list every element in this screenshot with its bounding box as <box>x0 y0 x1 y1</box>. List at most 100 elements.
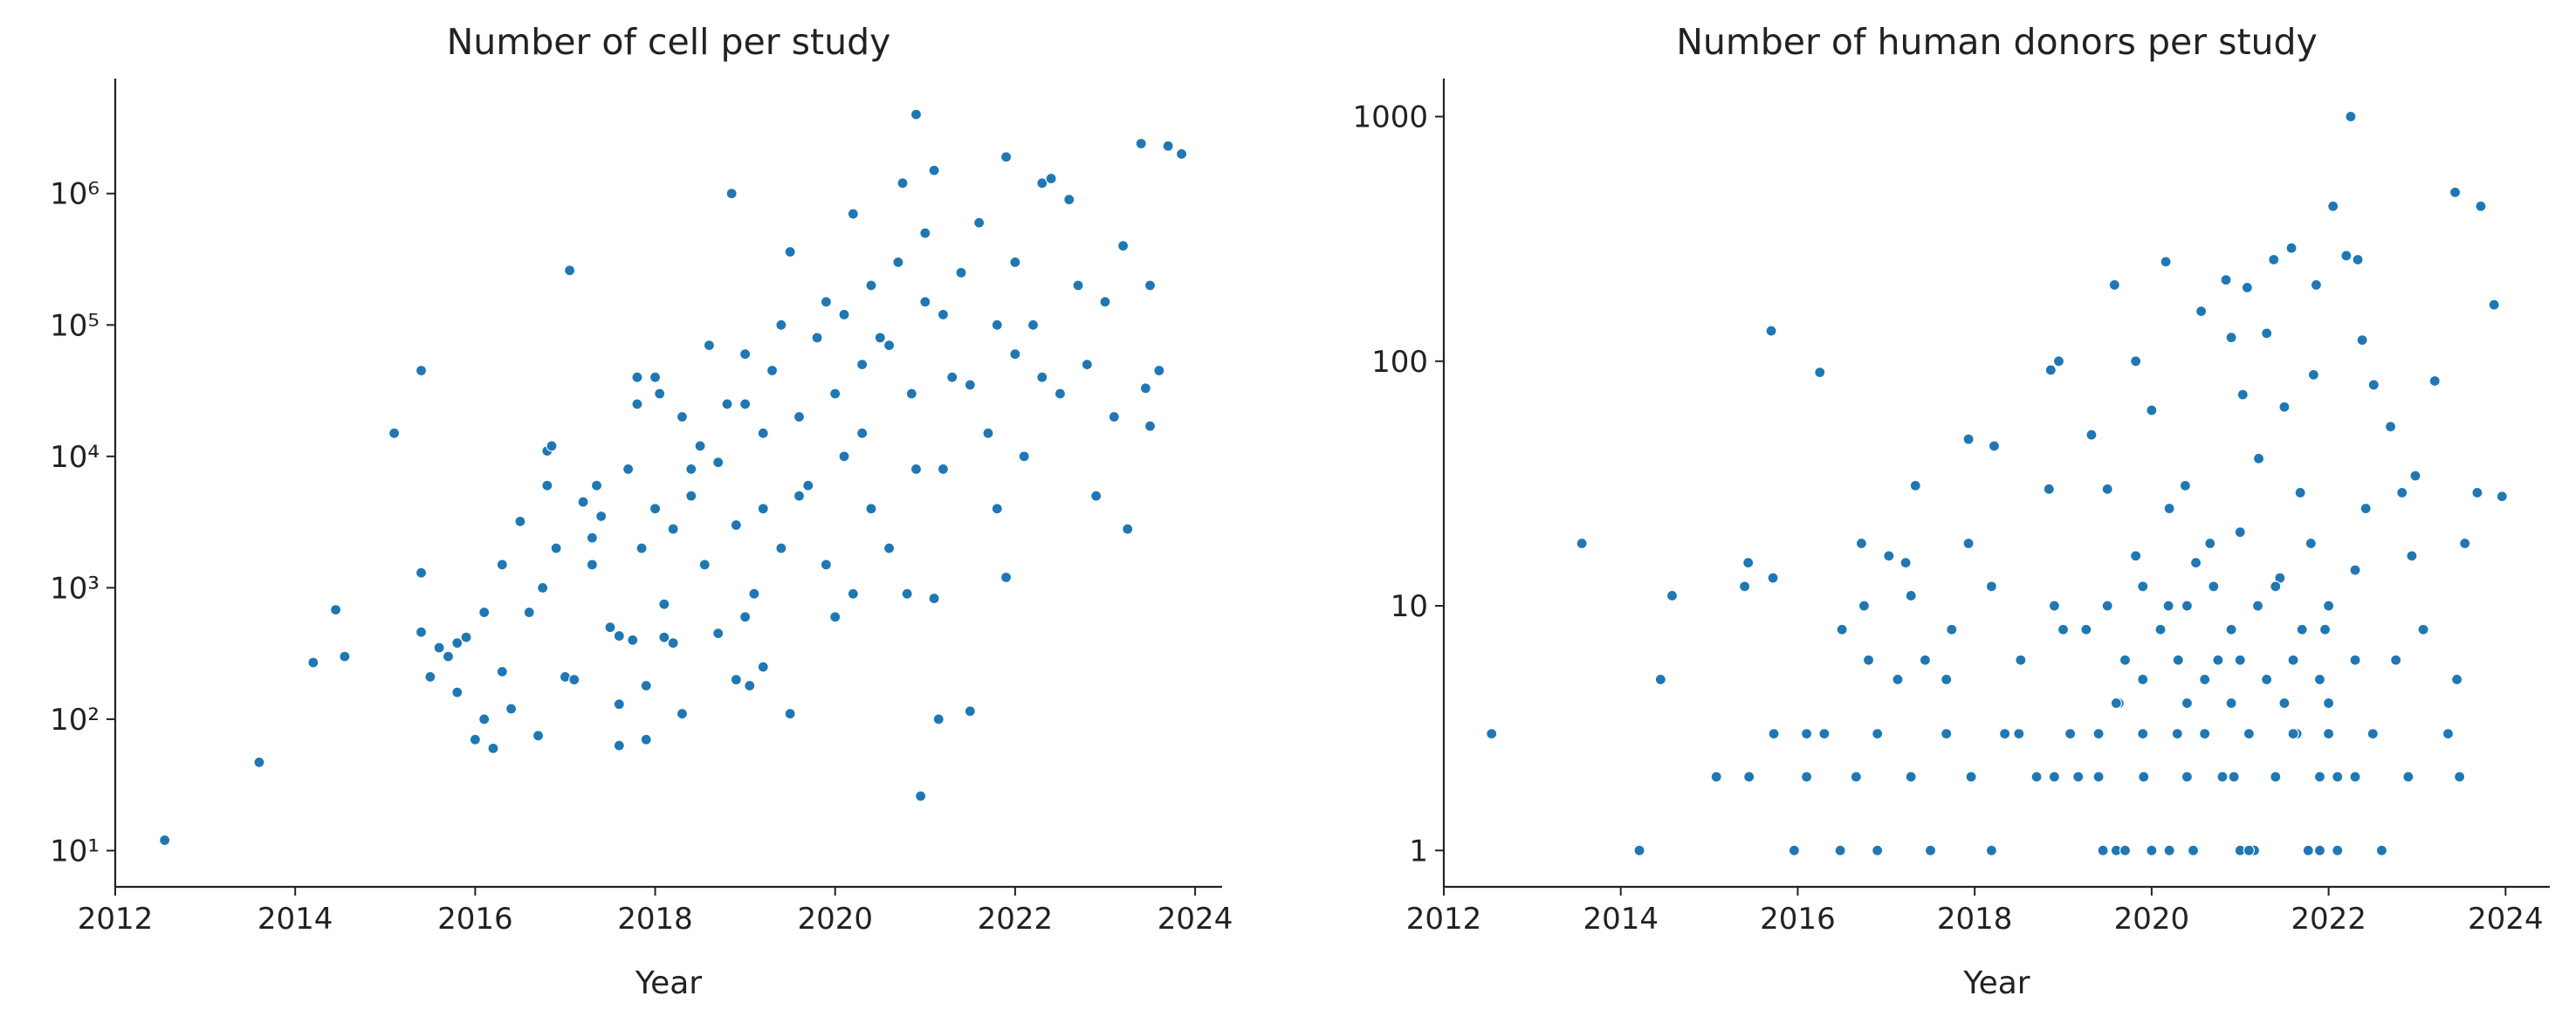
data-point <box>415 566 428 579</box>
data-point <box>2172 654 2184 666</box>
data-point <box>2187 844 2200 856</box>
data-point <box>622 463 635 476</box>
data-point <box>546 440 558 452</box>
x-axis-label: Year <box>635 965 702 1001</box>
data-point <box>658 598 670 610</box>
data-point <box>2146 404 2158 416</box>
x-tick-label: 2012 <box>78 902 154 937</box>
data-point <box>2251 600 2264 612</box>
data-point <box>847 587 859 600</box>
data-point <box>2163 844 2175 856</box>
data-point <box>991 503 1003 515</box>
data-point <box>802 479 814 491</box>
data-point <box>2261 327 2273 340</box>
data-point <box>550 542 562 554</box>
data-point <box>1009 348 1021 360</box>
y-tick-label: 10² <box>50 703 100 738</box>
data-point <box>1962 537 1975 550</box>
data-point <box>1872 844 1884 856</box>
data-point <box>2030 771 2043 783</box>
y-tick-label: 10¹ <box>50 834 100 869</box>
data-point <box>253 756 265 768</box>
data-point <box>730 518 742 532</box>
data-point <box>1946 623 1958 635</box>
data-point <box>784 708 796 720</box>
data-point <box>2208 580 2220 593</box>
data-point <box>1742 557 1755 569</box>
data-point <box>2454 771 2466 783</box>
data-point <box>739 398 752 410</box>
data-point <box>2048 771 2060 783</box>
data-point <box>892 256 904 269</box>
data-point <box>577 496 589 508</box>
data-point <box>2345 110 2357 123</box>
data-point <box>2406 550 2418 562</box>
data-point <box>1836 623 1848 635</box>
data-point <box>757 427 769 439</box>
data-point <box>2110 697 2122 710</box>
data-point <box>1036 177 1048 189</box>
data-point <box>1765 325 1777 337</box>
data-point <box>2085 429 2098 441</box>
data-point <box>725 188 738 200</box>
data-point <box>1176 148 1188 161</box>
data-point <box>415 364 428 377</box>
data-point <box>2285 242 2298 254</box>
data-point <box>1818 727 1831 740</box>
data-point <box>964 379 976 391</box>
data-point <box>928 164 940 176</box>
x-tick-label: 2016 <box>437 902 513 937</box>
data-point <box>564 264 576 277</box>
data-point <box>667 523 679 535</box>
data-point <box>631 371 643 383</box>
data-point <box>784 245 796 258</box>
data-point <box>2119 844 2132 856</box>
data-point <box>496 559 508 571</box>
data-point <box>2261 673 2273 686</box>
data-point <box>2199 673 2211 686</box>
data-point <box>2323 697 2335 710</box>
data-point <box>982 427 994 439</box>
data-point <box>1117 240 1130 252</box>
data-point <box>2080 623 2092 635</box>
data-point <box>2225 623 2237 635</box>
data-point <box>1814 367 1826 379</box>
data-point <box>2072 771 2085 783</box>
data-point <box>2234 526 2246 539</box>
data-point <box>2310 278 2323 292</box>
data-point <box>1018 450 1030 463</box>
data-point <box>442 650 455 663</box>
data-point <box>2225 697 2237 710</box>
data-point <box>2323 600 2335 612</box>
data-point <box>2287 654 2299 666</box>
data-point <box>757 503 769 515</box>
data-point <box>1965 771 1977 783</box>
data-point <box>712 627 725 640</box>
data-point <box>635 542 648 554</box>
data-point <box>2092 727 2105 740</box>
data-point <box>2092 771 2105 783</box>
data-point <box>1862 654 1875 666</box>
data-point <box>2138 771 2150 783</box>
data-point <box>2216 771 2229 783</box>
data-point <box>2367 379 2380 391</box>
x-tick-label: 2022 <box>2291 902 2366 937</box>
data-point <box>775 319 787 331</box>
data-point <box>905 388 917 400</box>
data-point <box>874 332 886 344</box>
data-point <box>2417 623 2429 635</box>
data-point <box>883 340 896 352</box>
data-point <box>613 739 625 752</box>
data-point <box>586 559 598 571</box>
data-point <box>910 463 923 476</box>
data-point <box>2108 278 2120 292</box>
data-point <box>2384 421 2397 433</box>
data-point <box>2332 844 2344 856</box>
data-point <box>739 348 752 360</box>
data-point <box>1767 572 1779 584</box>
data-point <box>1883 550 1895 562</box>
data-point <box>2270 771 2282 783</box>
data-point <box>478 606 491 619</box>
data-point <box>1063 194 1075 206</box>
data-point <box>865 503 877 515</box>
